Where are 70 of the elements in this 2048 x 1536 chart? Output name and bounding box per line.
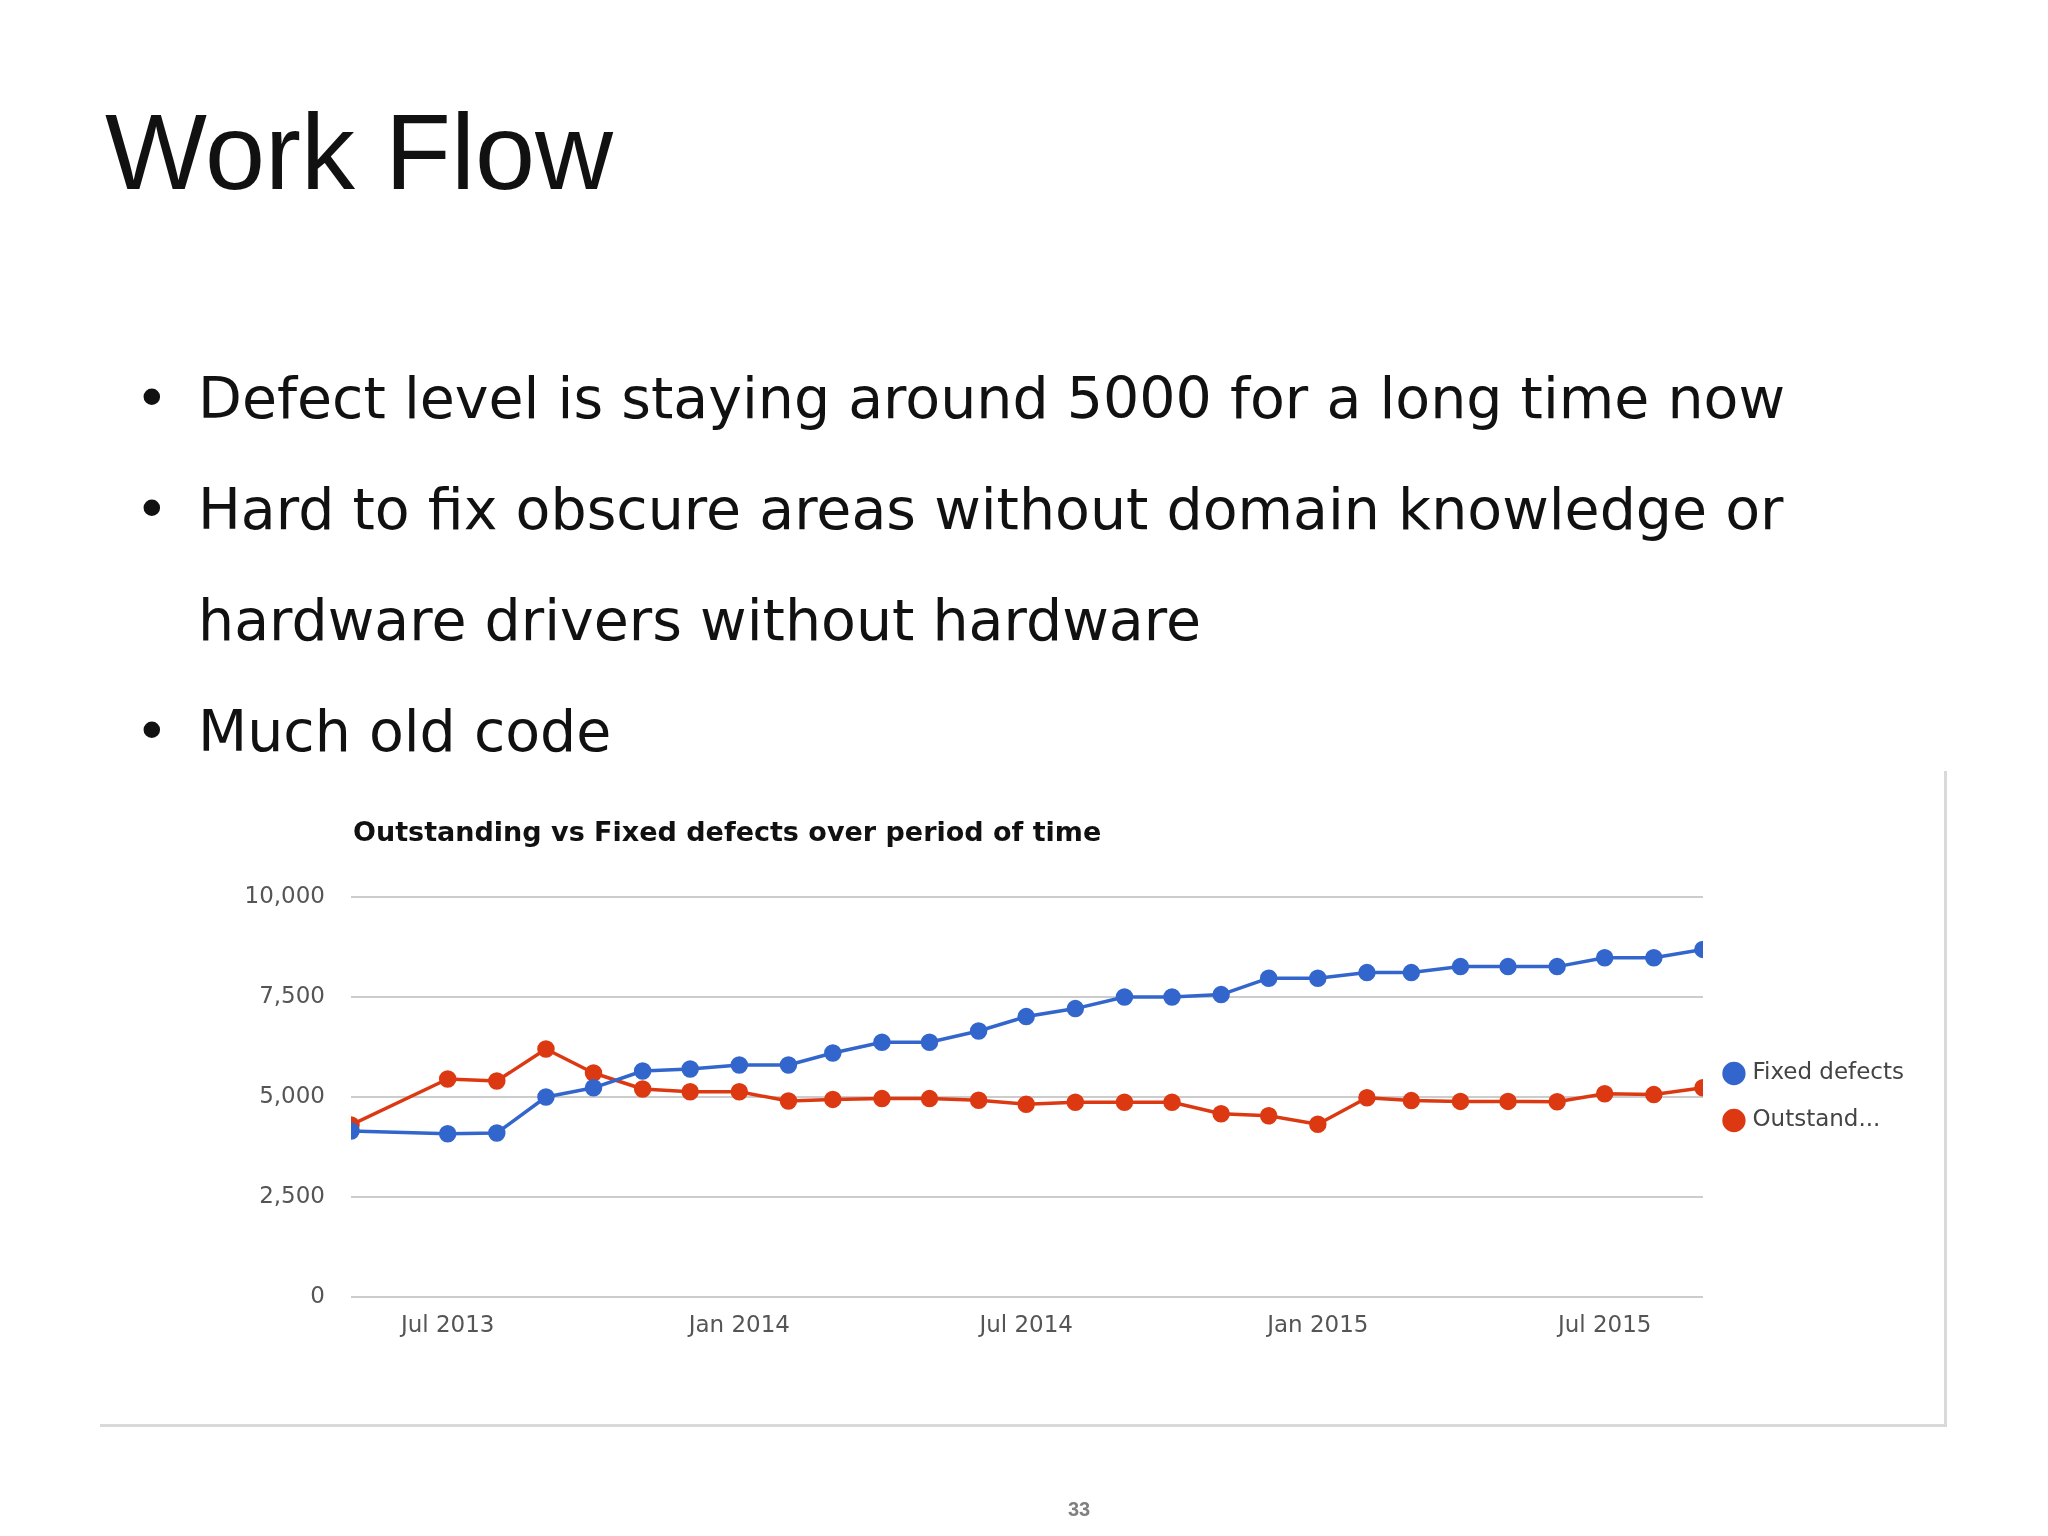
point <box>438 1125 457 1143</box>
x-tick-label: Jan 2014 <box>686 1310 790 1337</box>
y-tick-label: 10,000 <box>244 881 325 908</box>
point <box>730 1083 749 1101</box>
point <box>1402 963 1421 982</box>
point <box>633 1062 652 1080</box>
point <box>969 1022 988 1040</box>
point <box>584 1079 603 1097</box>
point <box>1402 1091 1421 1110</box>
x-tick-label: Jan 2015 <box>1265 1310 1369 1337</box>
point <box>1115 1093 1134 1111</box>
point <box>779 1092 798 1110</box>
point <box>824 1090 842 1109</box>
y-tick-label: 5,000 <box>259 1081 325 1108</box>
point <box>1499 957 1517 976</box>
point <box>1309 1115 1327 1133</box>
point <box>1595 949 1614 967</box>
legend-label: Fixed defects <box>1752 1058 1905 1085</box>
x-tick-label: Jul 2015 <box>1555 1310 1652 1337</box>
point <box>1309 969 1327 987</box>
point <box>488 1124 506 1142</box>
point <box>873 1033 891 1051</box>
point <box>920 1033 939 1051</box>
y-tick-label: 2,500 <box>259 1181 325 1208</box>
text: 33 <box>1068 1498 1091 1521</box>
point <box>1358 963 1376 982</box>
legend-label: Outstand... <box>1752 1105 1881 1132</box>
point <box>779 1056 798 1074</box>
point <box>488 1072 506 1090</box>
point <box>1645 1085 1663 1104</box>
point <box>1451 1092 1470 1111</box>
point <box>1017 1007 1035 1026</box>
point <box>584 1064 603 1082</box>
y-tick-label: 0 <box>310 1281 325 1308</box>
point <box>681 1083 699 1101</box>
point <box>438 1070 457 1088</box>
point <box>1548 1093 1566 1111</box>
point <box>1212 985 1230 1004</box>
point <box>1212 1105 1230 1123</box>
point <box>969 1091 988 1109</box>
point <box>1163 1093 1181 1111</box>
x-tick-label: Jul 2013 <box>398 1310 495 1337</box>
point <box>920 1089 939 1108</box>
point <box>1066 999 1085 1018</box>
point <box>1259 1107 1278 1125</box>
point <box>1115 988 1134 1006</box>
point <box>1548 957 1566 976</box>
point <box>1358 1089 1376 1107</box>
point <box>730 1056 749 1074</box>
chart-title: Outstanding vs Fixed defects over period of time <box>353 816 1102 847</box>
point <box>1499 1092 1517 1111</box>
point <box>824 1044 842 1062</box>
text: Work Flow <box>105 91 614 212</box>
point <box>1017 1095 1035 1113</box>
text: • Hard to fix obscure areas without domain knowledge or hardware drivers without hardware <box>135 475 1784 653</box>
text: • Much old code <box>135 697 612 766</box>
point <box>1595 1085 1614 1103</box>
point <box>1451 957 1470 976</box>
point <box>537 1088 555 1106</box>
y-tick-label: 7,500 <box>259 981 325 1008</box>
point <box>633 1080 652 1098</box>
point <box>537 1040 555 1058</box>
point <box>1163 988 1181 1006</box>
point <box>1259 969 1278 987</box>
point <box>681 1060 699 1078</box>
point <box>873 1089 891 1108</box>
point <box>1066 1093 1085 1111</box>
x-tick-label: Jul 2014 <box>977 1310 1073 1337</box>
text: • Defect level is staying around 5000 for a long time now <box>135 364 1786 433</box>
point <box>1645 949 1663 967</box>
